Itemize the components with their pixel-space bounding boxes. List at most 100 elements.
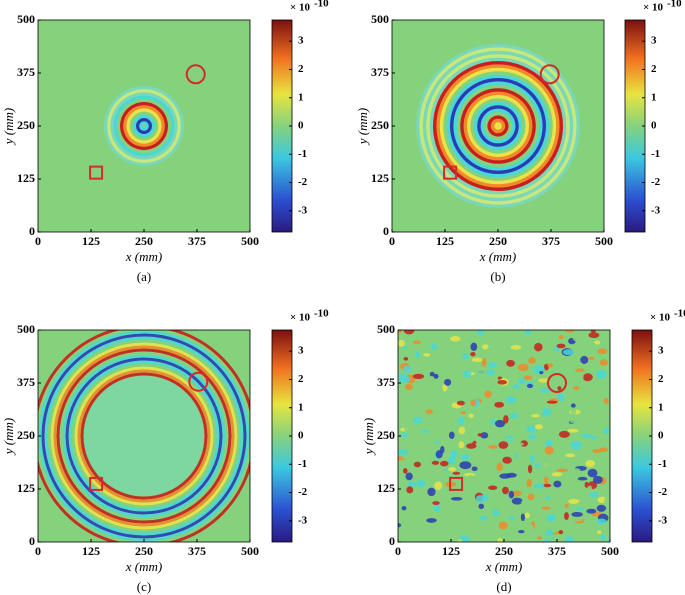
wave-blob: [524, 512, 530, 519]
y-tick-label: 250: [377, 428, 395, 442]
wave-blob: [600, 534, 606, 541]
wave-blob: [564, 536, 574, 542]
wave-blob: [460, 453, 470, 461]
x-axis-label: x (mm): [125, 249, 162, 264]
wave-blob: [588, 356, 595, 360]
y-axis-label: y (mm): [355, 108, 370, 146]
wave-blob: [418, 499, 424, 509]
wave-blob: [558, 335, 564, 340]
x-tick-label: 500: [241, 234, 259, 248]
wave-blob: [470, 351, 476, 357]
caption: (b): [490, 269, 505, 284]
colorbar-exponent: -10: [674, 308, 685, 320]
wave-blob: [582, 373, 593, 382]
colorbar-tick-label: 3: [298, 35, 304, 47]
y-tick-label: 125: [17, 171, 35, 185]
wave-blob: [470, 342, 478, 351]
colorbar-tick-label: -2: [651, 176, 661, 188]
wave-blob: [527, 335, 536, 340]
wave-blob: [513, 458, 518, 464]
x-tick-label: 125: [82, 544, 100, 558]
wave-blob: [566, 520, 579, 528]
y-tick-label: 125: [17, 481, 35, 495]
wave-blob: [423, 353, 431, 357]
wave-blob: [459, 461, 472, 470]
wave-blob: [505, 396, 516, 404]
wave-blob: [558, 530, 564, 535]
colorbar-tick-label: 1: [651, 91, 657, 103]
source-marker: [89, 165, 104, 180]
wave-blob: [503, 432, 511, 436]
wave-blob: [454, 367, 465, 372]
wave-blob: [415, 351, 420, 358]
wave-blob: [551, 524, 558, 533]
wave-blob: [526, 425, 537, 433]
wave-blob: [541, 535, 553, 540]
x-tick-label: 0: [35, 544, 41, 558]
wave-blob: [557, 393, 565, 402]
wave-blob: [527, 493, 535, 501]
y-tick-label: 500: [377, 322, 395, 336]
wave-blob: [434, 440, 440, 444]
wave-blob: [514, 454, 519, 458]
wave-blob: [594, 340, 601, 345]
wave-blob: [476, 369, 487, 378]
wave-blob: [398, 487, 408, 496]
y-tick-label: 0: [29, 224, 35, 238]
wave-blob: [597, 348, 608, 354]
wave-blob: [603, 427, 610, 435]
colorbar-multiplier: × 10: [290, 2, 311, 14]
wave-blob: [527, 464, 533, 474]
x-axis-label: x (mm): [479, 249, 516, 264]
wave-blob: [511, 497, 523, 505]
field-image: [398, 330, 610, 542]
wave-blob: [586, 508, 597, 514]
wave-blob: [564, 330, 575, 333]
y-axis-label: y (mm): [361, 418, 376, 456]
wave-blob: [448, 431, 455, 440]
colorbar-tick-label: 3: [658, 345, 664, 357]
x-tick-label: 125: [436, 234, 454, 248]
y-tick-label: 250: [17, 428, 35, 442]
x-tick-label: 375: [542, 234, 560, 248]
wave-blob: [528, 434, 537, 440]
x-tick-label: 500: [595, 234, 613, 248]
wave-blob: [603, 418, 610, 428]
wave-blob: [420, 474, 432, 478]
wave-blob: [401, 432, 408, 438]
wave-blob: [490, 418, 495, 425]
wave-blob: [548, 330, 555, 335]
y-tick-label: 0: [383, 224, 389, 238]
x-tick-label: 500: [601, 544, 619, 558]
colorbar-tick-label: -3: [298, 204, 308, 216]
panel: 0 125 250 375 500 0 125 250 375 500 x (mm) y (mm) (d…: [361, 308, 685, 594]
caption: (c): [137, 579, 151, 594]
wave-blob: [481, 529, 492, 539]
wave-blob: [553, 480, 562, 488]
wave-blob: [494, 401, 505, 408]
wave-blob: [520, 513, 526, 522]
wave-ring: [497, 125, 499, 127]
wave-blob: [433, 503, 441, 513]
source-marker: [443, 165, 458, 180]
wave-blob: [476, 330, 485, 336]
x-axis-label: x (mm): [485, 559, 522, 574]
wave-blob: [584, 481, 589, 488]
wave-blob: [425, 409, 434, 415]
x-tick-label: 375: [188, 544, 206, 558]
wave-blob: [457, 416, 465, 426]
wave-blob: [526, 478, 532, 488]
wave-blob: [596, 370, 607, 379]
wave-ring: [80, 372, 208, 500]
wave-blob: [547, 433, 552, 438]
wave-blob: [512, 383, 520, 390]
y-tick-label: 125: [377, 481, 395, 495]
wave-blob: [587, 468, 598, 478]
wave-blob: [452, 471, 461, 475]
wave-blob: [486, 519, 494, 527]
wave-blob: [466, 443, 477, 449]
wave-blob: [398, 523, 402, 528]
field-image: [38, 330, 250, 542]
wave-blob: [431, 460, 440, 465]
colorbar-tick-label: 1: [658, 401, 664, 413]
